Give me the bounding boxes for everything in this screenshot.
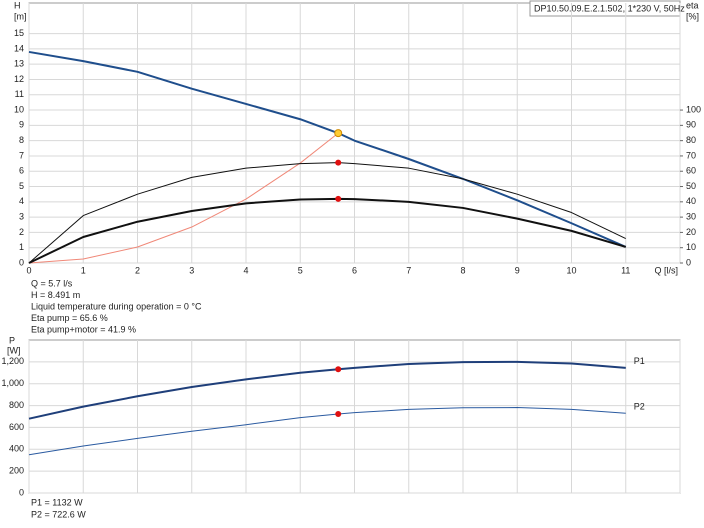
curve xyxy=(28,360,626,420)
y2-tick-label: 40 xyxy=(686,196,696,206)
y2-tick-label: 50 xyxy=(686,181,696,191)
curve xyxy=(28,132,339,264)
y2-tick-label: 70 xyxy=(686,150,696,160)
series-label: P2 xyxy=(634,402,645,412)
y-axis-label: H xyxy=(14,0,21,10)
y-tick-label: 14 xyxy=(14,43,24,53)
y-tick-label: 0 xyxy=(19,487,24,497)
x-tick-label: 5 xyxy=(298,265,303,275)
annotation: P1 = 1132 W xyxy=(31,497,83,507)
operating-point xyxy=(335,411,342,418)
y-tick-label: 8 xyxy=(19,135,24,145)
y-axis-unit: [m] xyxy=(14,11,27,21)
y-tick-label: 6 xyxy=(19,166,24,176)
curve xyxy=(28,50,627,248)
x-tick-label: 2 xyxy=(135,265,140,275)
y-tick-label: 15 xyxy=(14,28,24,38)
annotation: Liquid temperature during operation = 0 … xyxy=(31,301,202,311)
y-axis-label: P xyxy=(9,335,15,345)
x-tick-label: 4 xyxy=(243,265,248,275)
x-tick-label: 11 xyxy=(621,265,630,275)
y-tick-label: 3 xyxy=(19,211,24,221)
chart-title: DP10.50.09.E.2.1.502, 1*230 V, 50Hz xyxy=(534,3,685,13)
y-tick-label: 2 xyxy=(19,227,24,237)
grid-layer xyxy=(28,3,681,494)
x-tick-label: 0 xyxy=(26,265,31,275)
y2-tick-label: 60 xyxy=(686,166,696,176)
y2-axis-label: eta xyxy=(686,0,699,10)
y-tick-label: 1,200 xyxy=(1,356,24,366)
operating-point xyxy=(335,366,342,373)
x-tick-label: 1 xyxy=(81,265,86,275)
y-tick-label: 400 xyxy=(9,444,24,454)
x-tick-label: 8 xyxy=(460,265,465,275)
y-axis-unit: [W] xyxy=(7,345,21,355)
x-tick-label: 9 xyxy=(515,265,520,275)
operating-point xyxy=(335,159,342,166)
annotation: Eta pump+motor = 41.9 % xyxy=(31,324,136,334)
y2-tick-label: 10 xyxy=(686,242,696,252)
y2-tick-label: 0 xyxy=(686,257,691,267)
series-label: P1 xyxy=(634,356,645,366)
operating-point xyxy=(335,195,342,202)
x-tick-label: 6 xyxy=(352,265,357,275)
y2-tick-label: 20 xyxy=(686,227,696,237)
y-tick-label: 4 xyxy=(19,196,24,206)
annotation: H = 8.491 m xyxy=(31,290,80,300)
x-tick-label: 10 xyxy=(566,265,576,275)
y-tick-label: 12 xyxy=(14,74,24,84)
y2-tick-label: 30 xyxy=(686,211,696,221)
y-tick-label: 11 xyxy=(15,89,24,99)
annotation: Eta pump = 65.6 % xyxy=(31,313,108,323)
operating-point xyxy=(334,129,343,138)
y-tick-label: 13 xyxy=(14,59,24,69)
y2-tick-label: 90 xyxy=(686,120,696,130)
x-axis-label: Q [l/s] xyxy=(654,265,678,275)
y-tick-label: 800 xyxy=(9,400,24,410)
y-tick-label: 1,000 xyxy=(1,378,24,388)
y2-tick-label: 100 xyxy=(686,104,701,114)
y-tick-label: 600 xyxy=(9,422,24,432)
y-tick-label: 5 xyxy=(19,181,24,191)
y-tick-label: 7 xyxy=(19,150,24,160)
y-tick-label: 9 xyxy=(19,120,24,130)
curve xyxy=(28,407,626,456)
y-tick-label: 1 xyxy=(19,242,24,252)
annotation: Q = 5.7 l/s xyxy=(31,278,73,288)
y2-axis-unit: [%] xyxy=(686,11,699,21)
y-tick-label: 10 xyxy=(14,104,24,114)
x-tick-label: 3 xyxy=(189,265,194,275)
annotation: P2 = 722.6 W xyxy=(31,509,86,519)
y-tick-label: 0 xyxy=(19,257,24,267)
y2-tick-label: 80 xyxy=(686,135,696,145)
y-tick-label: 200 xyxy=(9,466,24,476)
x-tick-label: 7 xyxy=(406,265,411,275)
